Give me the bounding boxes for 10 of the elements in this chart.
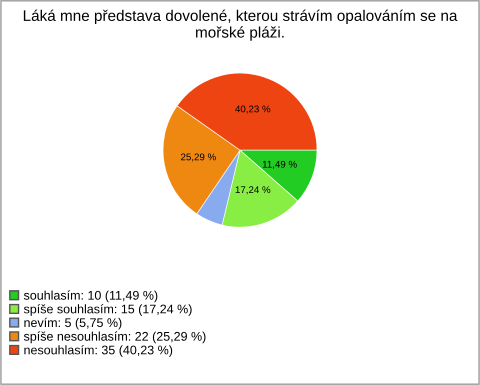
data-label: 25,29 % [180, 153, 216, 162]
legend-label: spíše souhlasím: 15 (17,24 %) [24, 304, 192, 316]
chart-title: Láká mne představa dovolené, kterou strávím opalováním se na mořské pláži. [24, 10, 458, 41]
legend-label: nevím: 5 (5,75 %) [24, 318, 122, 330]
legend-label: spíše nesouhlasím: 22 (25,29 %) [24, 331, 206, 344]
data-label: 17,24 % [236, 186, 270, 194]
legend-label: souhlasím: 10 (11,49 %) [24, 290, 158, 302]
data-label: 11,49 % [262, 160, 297, 169]
legend-label: nesouhlasím: 35 (40,23 %) [24, 345, 172, 357]
data-label: 40,23 % [235, 106, 270, 114]
